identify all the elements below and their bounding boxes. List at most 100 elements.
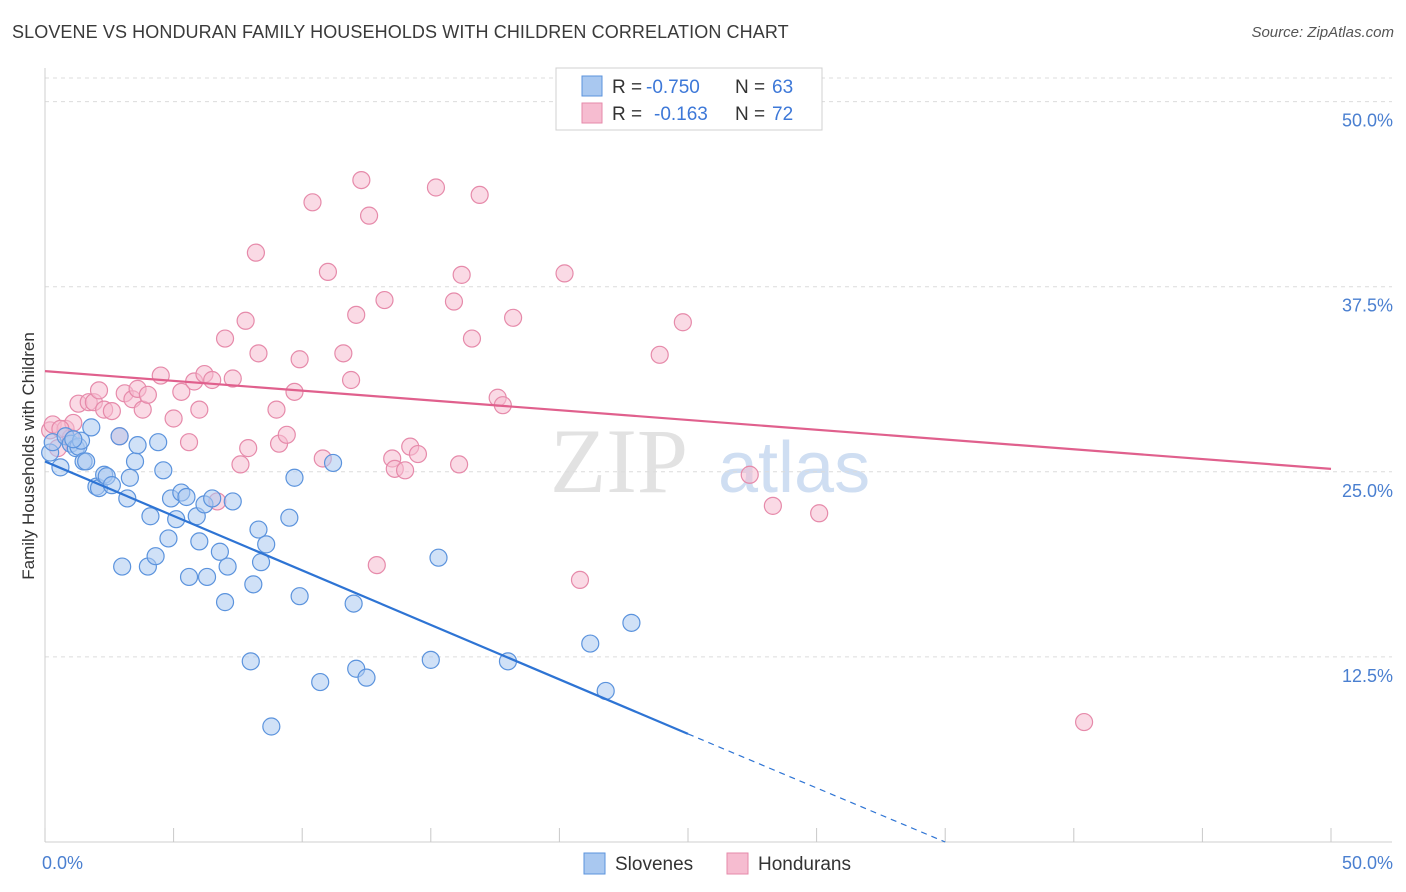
honduran-point bbox=[570, 570, 590, 590]
honduran-point bbox=[277, 425, 296, 444]
trend-lines bbox=[44, 370, 1332, 843]
slovene-point bbox=[280, 508, 299, 527]
honduran-point bbox=[249, 344, 268, 363]
honduran-point bbox=[151, 366, 170, 385]
honduran-point bbox=[352, 170, 371, 190]
grid bbox=[45, 77, 1392, 658]
slovene-point bbox=[241, 652, 260, 671]
slovene-point bbox=[113, 557, 132, 576]
honduran-point bbox=[367, 555, 386, 575]
honduran-point bbox=[285, 382, 304, 401]
honduran-point bbox=[462, 329, 482, 348]
honduran-point bbox=[347, 305, 366, 324]
legend-box: R = -0.750 N = 63 R = -0.163 N = 72 bbox=[555, 67, 823, 131]
honduran-point bbox=[740, 465, 759, 484]
honduran-point bbox=[555, 264, 574, 283]
honduran-point bbox=[138, 385, 157, 404]
honduran-point bbox=[318, 262, 338, 282]
slovene-point bbox=[128, 436, 147, 455]
honduran-point bbox=[231, 455, 250, 474]
y-axis-title: Family Households with Children bbox=[19, 332, 38, 580]
slovene-point bbox=[244, 575, 263, 594]
slovene-point bbox=[197, 567, 217, 587]
slovene-point bbox=[262, 717, 281, 736]
y-tick-label: 50.0% bbox=[1342, 111, 1393, 131]
slovene-point bbox=[311, 672, 330, 692]
slovene-point bbox=[154, 461, 173, 480]
y-tick-label: 37.5% bbox=[1342, 296, 1393, 316]
legend-r-label-1: R = bbox=[612, 77, 642, 98]
honduran-point bbox=[246, 243, 266, 262]
slovene-point bbox=[125, 452, 145, 471]
honduran-point bbox=[650, 345, 669, 364]
honduran-point bbox=[359, 206, 379, 225]
honduran-point bbox=[179, 433, 199, 452]
legend-n-value-1: 63 bbox=[772, 77, 793, 98]
legend-r-value-2: -0.163 bbox=[654, 104, 708, 125]
honduran-point bbox=[215, 329, 235, 348]
honduran-point bbox=[267, 400, 286, 419]
slovene-point bbox=[110, 427, 129, 446]
honduran-point bbox=[1074, 712, 1094, 732]
bottom-legend-swatch-hondurans bbox=[726, 852, 749, 875]
honduran-point bbox=[449, 455, 469, 474]
honduran-point bbox=[810, 504, 829, 523]
y-tick-label: 25.0% bbox=[1342, 481, 1393, 501]
bottom-legend-slovenes: Slovenes bbox=[615, 854, 693, 875]
slovene-point bbox=[159, 529, 178, 548]
slovene-point bbox=[257, 535, 276, 554]
honduran-point bbox=[190, 400, 209, 419]
honduran-point bbox=[223, 369, 242, 388]
slovene-point bbox=[581, 634, 600, 653]
watermark-zip: ZIP bbox=[550, 410, 688, 512]
honduran-point bbox=[341, 370, 361, 390]
slovene-point bbox=[218, 557, 237, 576]
slovene-point bbox=[429, 548, 448, 567]
slovene-point bbox=[622, 613, 641, 632]
slovene-point bbox=[77, 452, 96, 471]
honduran-point bbox=[239, 439, 258, 458]
honduran-point bbox=[203, 370, 222, 390]
slovene-point bbox=[223, 492, 242, 511]
watermark-atlas: atlas bbox=[718, 428, 870, 508]
legend-r-value-1: -0.750 bbox=[646, 77, 700, 98]
honduran-point bbox=[102, 401, 121, 421]
x-tick-label-min: 0.0% bbox=[42, 853, 83, 873]
slovene-point bbox=[215, 593, 235, 612]
slovene-point bbox=[146, 547, 165, 566]
slovene-point bbox=[190, 532, 209, 551]
bottom-legend-swatch-slovenes bbox=[583, 852, 606, 875]
honduran-point bbox=[426, 178, 446, 197]
honduran-point bbox=[504, 308, 523, 327]
slovene-points bbox=[41, 418, 641, 736]
slovene-point bbox=[203, 489, 222, 508]
slovene-point bbox=[177, 487, 196, 507]
honduran-point bbox=[334, 344, 353, 363]
slovene-point bbox=[285, 468, 304, 487]
honduran-point bbox=[452, 265, 471, 284]
slovene-point bbox=[210, 542, 229, 561]
honduran-point bbox=[444, 292, 464, 311]
legend-n-label-2: N = bbox=[735, 104, 765, 125]
honduran-point bbox=[164, 409, 183, 428]
slovene-point bbox=[249, 520, 268, 539]
slovene-point bbox=[149, 433, 168, 452]
slovene-point bbox=[421, 650, 440, 669]
slovene-point bbox=[141, 507, 160, 526]
y-tick-label: 12.5% bbox=[1342, 666, 1393, 686]
slovene-point bbox=[357, 668, 376, 687]
slovene-point bbox=[344, 594, 363, 613]
chart-source: Source: ZipAtlas.com bbox=[1251, 24, 1394, 41]
honduran-point bbox=[763, 496, 782, 515]
honduran-point bbox=[290, 350, 309, 369]
slovene-point bbox=[179, 567, 199, 587]
honduran-point bbox=[470, 185, 489, 205]
honduran-point bbox=[89, 381, 109, 400]
honduran-point bbox=[673, 313, 692, 332]
slovene-point bbox=[120, 468, 139, 487]
honduran-point bbox=[395, 461, 415, 480]
slovene-trend-extension bbox=[687, 733, 946, 843]
bottom-legend: Slovenes Hondurans bbox=[583, 852, 851, 875]
y-tick-labels: 12.5% 25.0% 37.5% 50.0% bbox=[1342, 111, 1393, 686]
slovene-point bbox=[102, 476, 121, 495]
